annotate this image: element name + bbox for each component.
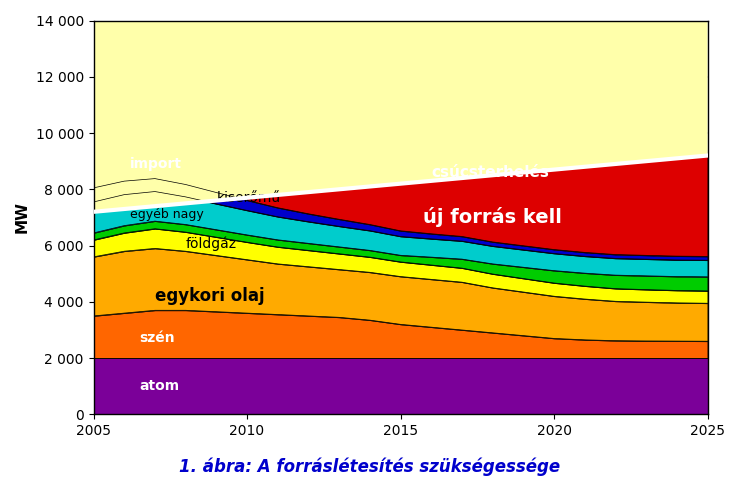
Text: atom: atom <box>140 379 180 393</box>
Text: egyéb nagy: egyéb nagy <box>130 208 204 221</box>
Text: új forrás kell: új forrás kell <box>423 207 562 228</box>
Text: egykori olaj: egykori olaj <box>155 287 265 305</box>
Text: földgáz: földgáz <box>186 237 237 252</box>
Text: import: import <box>130 157 182 171</box>
Text: kiserőmű: kiserőmű <box>216 191 280 205</box>
Text: 1. ábra: A forráslétesítés szükségessége: 1. ábra: A forráslétesítés szükségessége <box>179 458 561 476</box>
Text: csúcsterhelés: csúcsterhelés <box>431 165 549 180</box>
Y-axis label: MW: MW <box>15 201 30 233</box>
Text: szén: szén <box>140 332 175 346</box>
